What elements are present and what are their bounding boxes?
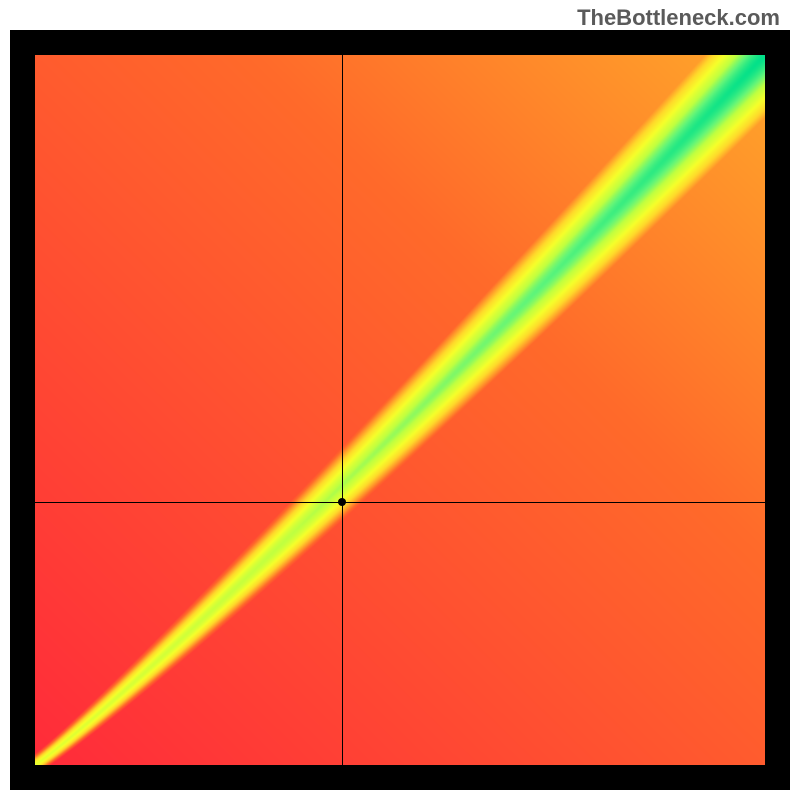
bottleneck-marker [338, 498, 346, 506]
chart-frame [10, 30, 790, 790]
crosshair-horizontal [35, 502, 765, 503]
heatmap-canvas [35, 55, 765, 765]
heatmap-plot [35, 55, 765, 765]
attribution-text: TheBottleneck.com [577, 5, 780, 31]
crosshair-vertical [342, 55, 343, 765]
